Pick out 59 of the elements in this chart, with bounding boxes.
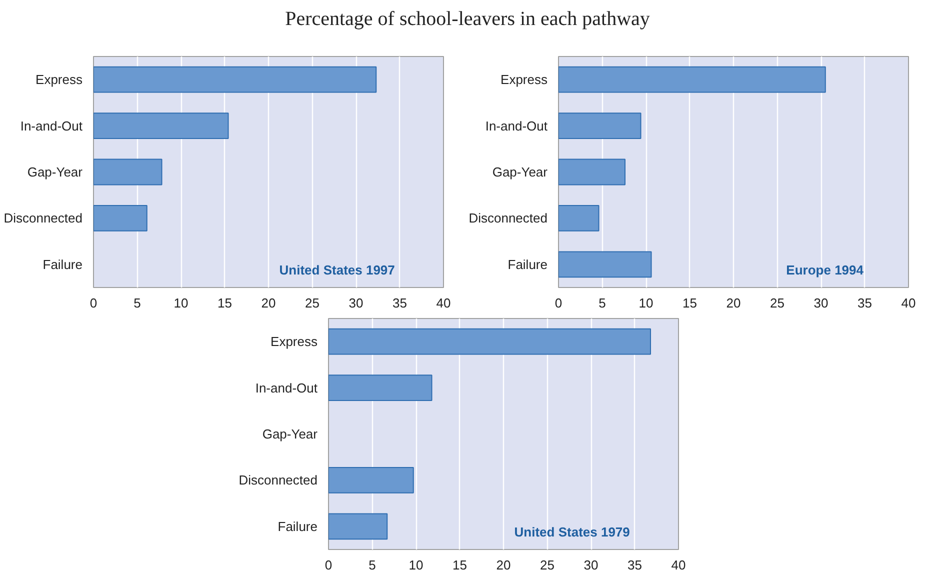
y-tick-label: Failure: [278, 518, 318, 534]
bar: [94, 158, 162, 186]
x-tick-label: 40: [436, 296, 451, 310]
annotation: Europe 1994: [786, 262, 864, 278]
x-tick-label: 40: [901, 296, 916, 310]
bar: [328, 328, 651, 355]
y-tick-label: Express: [500, 72, 548, 88]
bar: [558, 112, 642, 140]
bar: [558, 204, 600, 232]
x-tick-label: 25: [305, 296, 320, 310]
x-tick-label: 10: [638, 296, 654, 310]
x-tick-label: 10: [174, 296, 188, 310]
x-tick-label: 15: [218, 296, 232, 310]
x-tick-label: 30: [584, 558, 598, 572]
y-tick-label: Disconnected: [238, 472, 318, 488]
x-tick-label: 20: [496, 558, 511, 572]
x-tick-label: 20: [261, 296, 276, 310]
x-tick-label: 10: [408, 558, 424, 572]
y-tick-label: Gap-Year: [27, 164, 84, 180]
bar: [558, 66, 826, 93]
bar: [328, 466, 414, 494]
x-tick-label: 20: [726, 296, 741, 310]
y-tick-label: In-and-Out: [255, 380, 318, 396]
y-tick-label: Failure: [42, 256, 83, 272]
y-tick-label: In-and-Out: [485, 118, 548, 134]
bar: [558, 158, 626, 186]
bar: [328, 374, 432, 402]
x-tick-label: 15: [682, 296, 697, 310]
x-tick-label: 15: [452, 558, 467, 572]
bar: [94, 66, 377, 93]
bar: [94, 204, 148, 232]
x-tick-label: 0: [554, 296, 562, 310]
x-tick-label: 30: [814, 296, 828, 310]
y-tick-label: Disconnected: [468, 210, 548, 226]
x-tick-label: 0: [90, 296, 98, 310]
x-tick-label: 25: [770, 296, 784, 310]
bar: [558, 251, 652, 278]
bar: [94, 112, 229, 140]
x-tick-label: 35: [628, 558, 642, 572]
x-tick-label: 25: [540, 558, 554, 572]
bar: [328, 513, 388, 540]
y-tick-label: Gap-Year: [262, 426, 318, 442]
x-tick-label: 0: [324, 558, 332, 572]
x-tick-label: 5: [368, 558, 376, 572]
x-tick-label: 5: [598, 296, 606, 310]
annotation: United States 1979: [514, 524, 630, 540]
y-tick-label: Express: [36, 72, 83, 88]
x-tick-label: 35: [392, 296, 407, 310]
y-tick-label: Express: [270, 334, 318, 350]
x-tick-label: 30: [348, 296, 364, 310]
y-tick-label: In-and-Out: [20, 118, 83, 134]
x-tick-label: 5: [134, 296, 141, 310]
y-tick-label: Failure: [508, 256, 548, 272]
chart-title: Percentage of school-leavers in each pathway: [285, 7, 650, 32]
y-tick-label: Disconnected: [4, 210, 83, 226]
x-tick-label: 40: [671, 558, 686, 572]
x-tick-label: 35: [858, 296, 872, 310]
annotation: United States 1997: [279, 262, 395, 278]
y-tick-label: Gap-Year: [492, 164, 548, 180]
